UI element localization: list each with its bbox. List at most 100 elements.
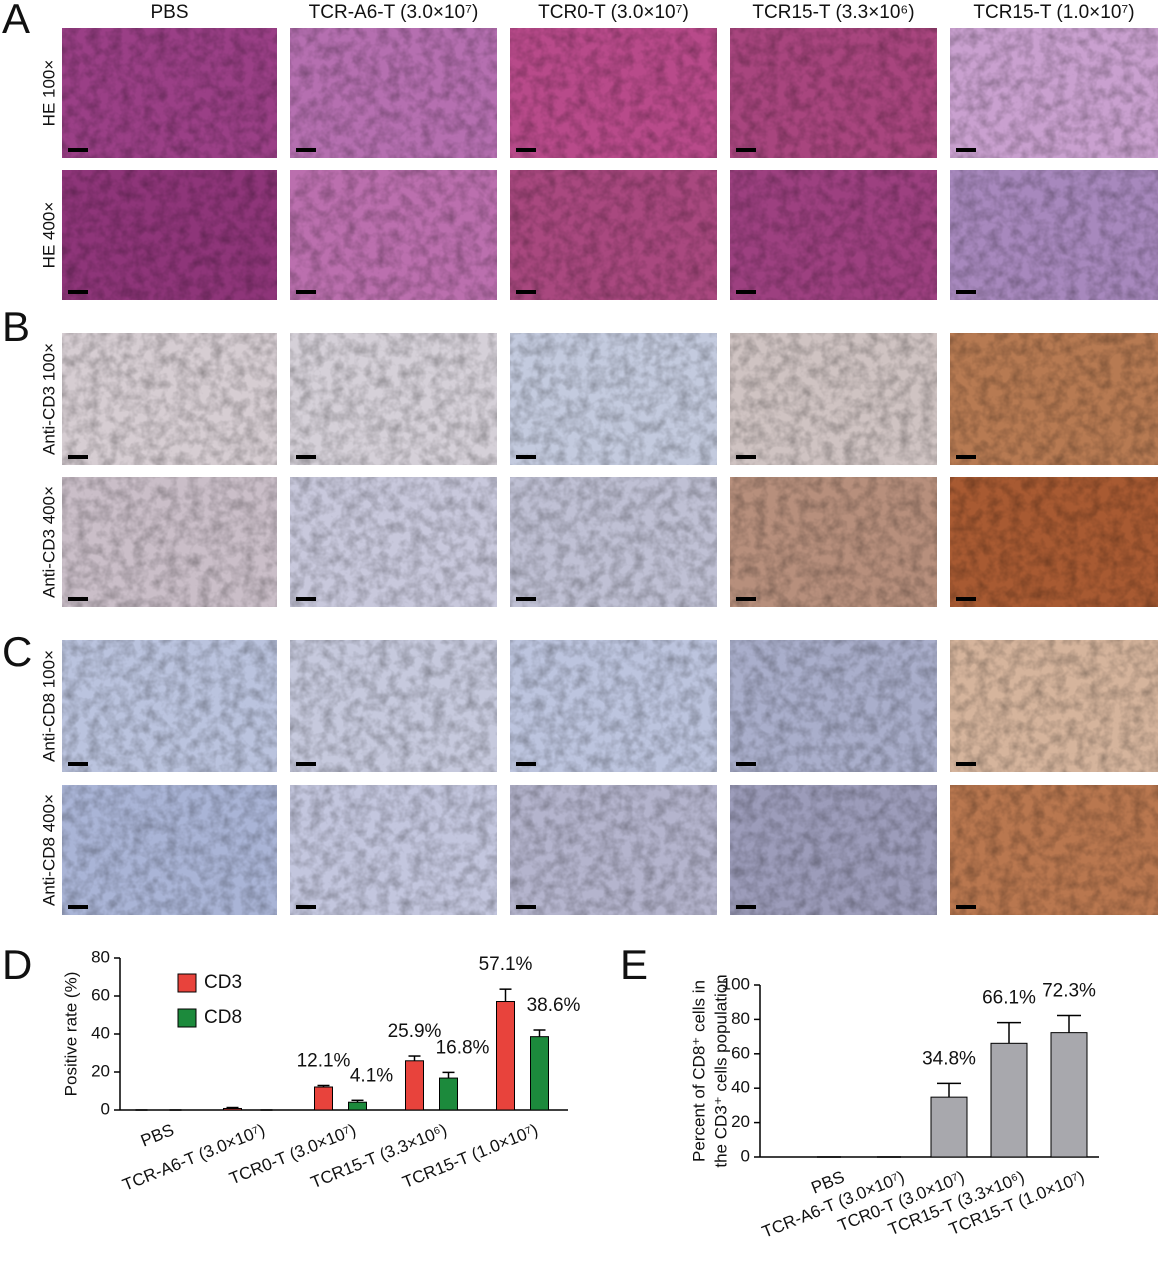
y-tick-label: 20 [731,1112,750,1131]
scale-bar [68,148,88,152]
micrograph-texture [950,28,1158,158]
y-tick-label: 20 [91,1061,110,1080]
image-grid: PBS TCR-A6-T (3.0×10⁷) TCR0-T (3.0×10⁷) TCR… [39,2,1158,915]
bar [496,1001,515,1111]
micrograph-texture [950,477,1158,607]
x-tick-label: PBS [138,1120,177,1150]
scale-bar [956,762,976,766]
micrograph-texture [730,640,937,772]
micrograph-texture [950,640,1158,772]
bar [930,1096,968,1158]
value-label: 25.9% [388,1021,442,1042]
row-label: HE 100× [39,60,58,127]
micrograph-texture [510,477,717,607]
column-header: TCR0-T (3.0×10⁷) [538,2,689,23]
micrograph-texture [510,333,717,465]
column-header: TCR-A6-T (3.0×10⁷) [309,2,479,23]
micrograph-texture [950,785,1158,915]
y-axis-label: the CD3⁺ cells population [711,974,730,1167]
micrograph-texture [730,28,937,158]
value-label: 38.6% [527,995,581,1016]
scale-bar [68,455,88,459]
scale-bar [516,905,536,909]
row-label: Anti-CD3 400× [39,486,58,598]
y-tick-label: 0 [101,1099,110,1118]
micrograph-texture [290,333,497,465]
micrograph-texture [730,333,937,465]
legend-label: CD8 [204,1007,242,1028]
scale-bar [736,905,756,909]
micrograph-texture [62,333,277,465]
bar [990,1042,1028,1158]
micrograph-texture [62,28,277,158]
bar [314,1086,333,1111]
y-tick-label: 40 [91,1023,110,1042]
micrograph-texture [290,785,497,915]
value-label: 66.1% [982,988,1036,1009]
micrograph-texture [62,785,277,915]
bar [1050,1032,1088,1158]
micrograph-texture [62,170,277,300]
scale-bar [736,148,756,152]
scale-bar [296,762,316,766]
y-tick-label: 40 [731,1078,750,1097]
scale-bar [956,455,976,459]
value-label: 34.8% [922,1048,976,1069]
micrograph-texture [510,28,717,158]
legend-label: CD3 [204,972,242,993]
value-label: 72.3% [1042,980,1096,1001]
scale-bar [956,905,976,909]
bar [405,1060,424,1111]
value-label: 4.1% [350,1065,393,1086]
panel-label: B [2,303,30,350]
y-tick-label: 80 [91,947,110,966]
scale-bar [956,597,976,601]
bar [348,1101,367,1111]
scale-bar [296,905,316,909]
column-header: TCR15-T (3.3×10⁶) [752,2,914,23]
legend-swatch [177,1008,197,1028]
value-label: 16.8% [436,1037,490,1058]
micrograph-texture [290,170,497,300]
bar [530,1036,549,1111]
micrograph-texture [510,640,717,772]
y-tick-label: 80 [731,1009,750,1028]
panel-label: C [2,628,32,675]
micrograph-texture [730,785,937,915]
row-label: Anti-CD3 100× [39,343,58,455]
bar [223,1107,242,1111]
column-header: TCR15-T (1.0×10⁷) [973,2,1134,23]
scale-bar [736,597,756,601]
micrograph-texture [510,170,717,300]
y-tick-label: 100 [722,974,750,993]
row-label: Anti-CD8 400× [39,794,58,906]
y-axis-label: Positive rate (%) [61,972,80,1097]
micrograph-texture [950,170,1158,300]
panel-label: A [2,0,30,42]
micrograph-texture [290,640,497,772]
scale-bar [956,290,976,294]
scale-bar [296,455,316,459]
y-tick-label: 60 [731,1043,750,1062]
scale-bar [516,290,536,294]
micrograph-texture [62,640,277,772]
scale-bar [68,290,88,294]
scale-bar [68,597,88,601]
column-header: PBS [150,2,188,23]
bar [439,1077,458,1111]
micrograph-texture [730,170,937,300]
scale-bar [296,290,316,294]
scale-bar [516,762,536,766]
value-label: 57.1% [479,954,533,975]
panel-label: E [620,941,648,988]
panel-label: D [2,941,32,988]
scale-bar [516,148,536,152]
scale-bar [68,762,88,766]
legend-swatch [177,973,197,993]
scale-bar [68,905,88,909]
scale-bar [736,290,756,294]
micrograph-texture [290,28,497,158]
scale-bar [516,455,536,459]
